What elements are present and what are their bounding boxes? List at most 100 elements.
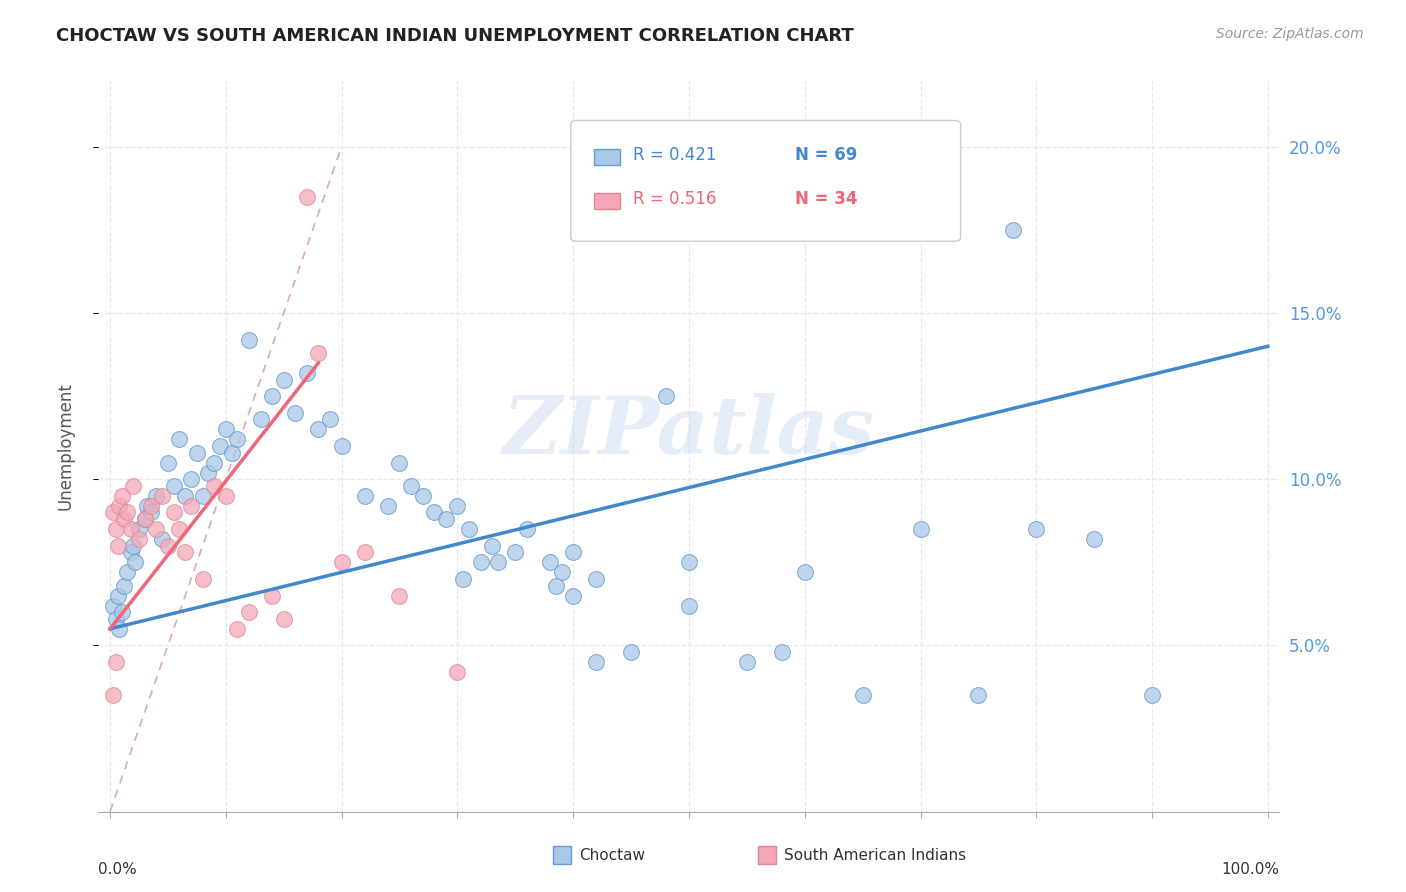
Point — [197, 466, 219, 480]
Point — [122, 479, 145, 493]
Point — [191, 489, 214, 503]
Point — [273, 612, 295, 626]
Point — [139, 499, 162, 513]
Point — [434, 512, 457, 526]
Point — [503, 545, 526, 559]
FancyBboxPatch shape — [571, 120, 960, 241]
Point — [128, 522, 150, 536]
Point — [330, 439, 353, 453]
Y-axis label: Unemployment: Unemployment — [56, 382, 75, 510]
Point — [295, 366, 318, 380]
Point — [458, 522, 481, 536]
Point — [128, 532, 150, 546]
Text: CHOCTAW VS SOUTH AMERICAN INDIAN UNEMPLOYMENT CORRELATION CHART: CHOCTAW VS SOUTH AMERICAN INDIAN UNEMPLO… — [56, 27, 853, 45]
Text: 100.0%: 100.0% — [1222, 862, 1279, 877]
Point — [678, 555, 700, 569]
Point — [108, 622, 131, 636]
Point — [486, 555, 509, 569]
Text: N = 34: N = 34 — [796, 190, 858, 208]
FancyBboxPatch shape — [595, 193, 620, 209]
Point — [174, 489, 197, 503]
Point — [307, 422, 329, 436]
Point — [735, 655, 758, 669]
Point — [122, 539, 145, 553]
Point — [145, 489, 167, 503]
Point — [516, 522, 538, 536]
Text: Source: ZipAtlas.com: Source: ZipAtlas.com — [1216, 27, 1364, 41]
Point — [967, 689, 990, 703]
Point — [110, 605, 132, 619]
Point — [655, 389, 678, 403]
Point — [110, 489, 132, 503]
Point — [120, 545, 142, 559]
Text: ZIPatlas: ZIPatlas — [503, 392, 875, 470]
Text: R = 0.516: R = 0.516 — [634, 190, 717, 208]
Point — [124, 555, 146, 569]
Point — [120, 522, 142, 536]
Point — [295, 189, 318, 203]
Point — [238, 333, 260, 347]
Point — [538, 555, 561, 569]
Point — [562, 545, 585, 559]
Point — [562, 589, 585, 603]
Point — [104, 522, 127, 536]
Point — [215, 422, 238, 436]
Point — [156, 539, 179, 553]
Point — [544, 579, 567, 593]
Point — [208, 439, 231, 453]
Point — [423, 506, 446, 520]
Point — [550, 566, 572, 580]
Point — [103, 506, 125, 520]
Point — [169, 522, 191, 536]
Point — [215, 489, 238, 503]
Point — [136, 499, 159, 513]
Bar — [758, 846, 776, 864]
Point — [412, 489, 434, 503]
Point — [910, 522, 932, 536]
Point — [186, 445, 208, 459]
Point — [107, 589, 129, 603]
Point — [226, 622, 249, 636]
Point — [134, 512, 156, 526]
Point — [446, 665, 468, 679]
Point — [353, 489, 375, 503]
Point — [451, 572, 474, 586]
Point — [226, 433, 249, 447]
Point — [139, 506, 162, 520]
Point — [169, 433, 191, 447]
Point — [620, 645, 643, 659]
Point — [1002, 223, 1025, 237]
Point — [202, 479, 225, 493]
Point — [1025, 522, 1047, 536]
Point — [388, 456, 411, 470]
Point — [470, 555, 492, 569]
Point — [104, 655, 127, 669]
Point — [770, 645, 793, 659]
Point — [163, 479, 186, 493]
Point — [174, 545, 197, 559]
Text: South American Indians: South American Indians — [785, 847, 966, 863]
Point — [262, 589, 284, 603]
Point — [307, 346, 329, 360]
Point — [117, 566, 139, 580]
Point — [180, 499, 202, 513]
Point — [399, 479, 422, 493]
Point — [134, 512, 156, 526]
Point — [108, 499, 131, 513]
Point — [145, 522, 167, 536]
Point — [107, 539, 129, 553]
Point — [620, 156, 643, 170]
Point — [112, 512, 135, 526]
FancyBboxPatch shape — [595, 149, 620, 165]
Point — [156, 456, 179, 470]
Point — [319, 412, 342, 426]
Point — [150, 489, 173, 503]
Point — [1140, 689, 1163, 703]
Point — [585, 572, 607, 586]
Text: 0.0%: 0.0% — [98, 862, 138, 877]
Point — [103, 599, 125, 613]
Point — [103, 689, 125, 703]
Point — [180, 472, 202, 486]
Point — [112, 579, 135, 593]
Bar — [553, 846, 571, 864]
